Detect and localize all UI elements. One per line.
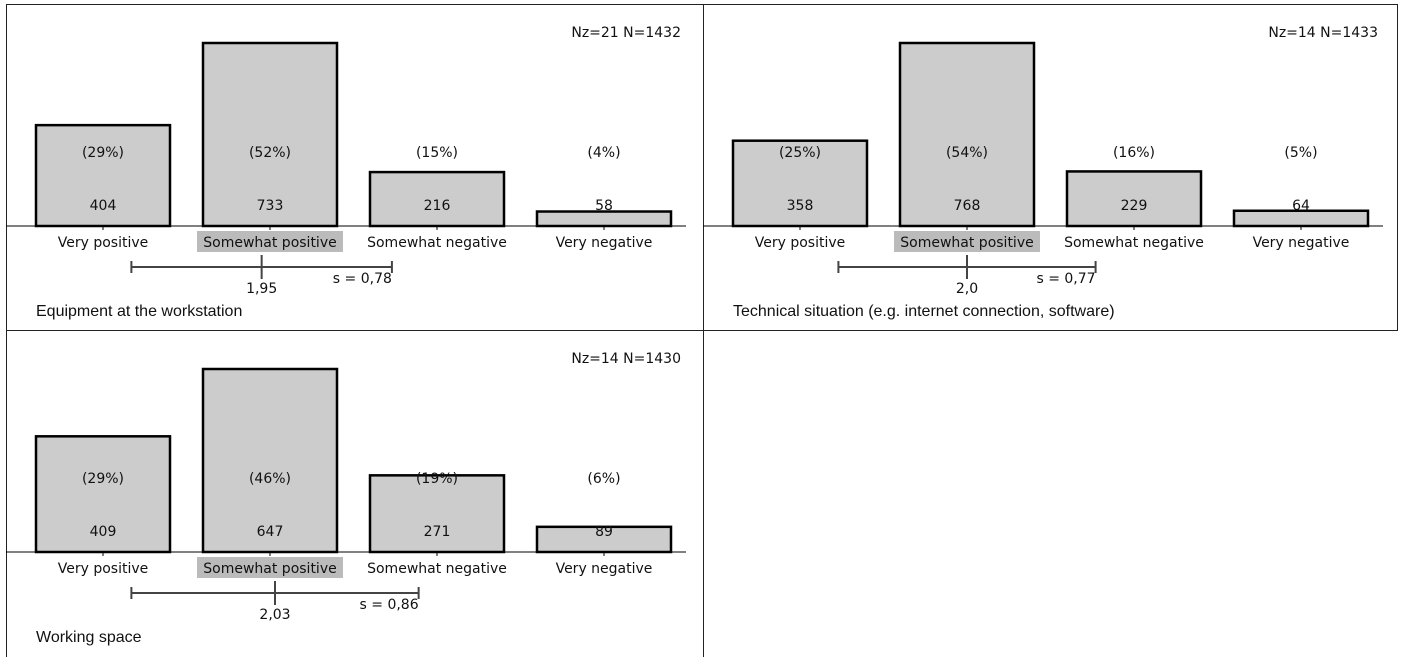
bar <box>898 41 1036 228</box>
percent-label: (52%) <box>249 145 291 161</box>
sample-count-label: Nz=21 N=1432 <box>571 25 681 41</box>
category-label: Somewhat positive <box>203 235 336 251</box>
grid-border-left <box>6 4 7 657</box>
percent-label: (54%) <box>946 145 988 161</box>
count-label: 271 <box>424 524 451 540</box>
bar <box>34 123 172 228</box>
percent-label: (4%) <box>587 145 620 161</box>
category-label: Somewhat positive <box>900 235 1033 251</box>
panel-title: Equipment at the workstation <box>36 303 243 320</box>
panel-title: Technical situation (e.g. internet conne… <box>733 303 1115 320</box>
chart-svg-working-space: (29%) 409 Very positive (46%) 647 Somewhat po… <box>6 351 686 623</box>
count-label: 404 <box>90 198 117 214</box>
bar <box>201 41 339 228</box>
grid-border-right <box>1397 4 1398 331</box>
category-label: Very positive <box>58 561 149 577</box>
mean-label: 1,95 <box>246 281 277 297</box>
category-label: Very negative <box>556 561 653 577</box>
count-label: 89 <box>595 524 613 540</box>
category-label: Very positive <box>58 235 149 251</box>
category-highlight <box>197 557 343 578</box>
percent-label: (25%) <box>779 145 821 161</box>
sample-count-label: Nz=14 N=1430 <box>571 351 681 367</box>
category-highlight <box>894 231 1040 252</box>
chart-panel-working-space: (29%) 409 Very positive (46%) 647 Somewhat po… <box>6 331 703 655</box>
percent-label: (29%) <box>82 471 124 487</box>
grid-border-top <box>6 4 1398 5</box>
count-label: 229 <box>1121 198 1148 214</box>
grid-border-center <box>703 4 704 657</box>
percent-label: (29%) <box>82 145 124 161</box>
count-label: 58 <box>595 198 613 214</box>
count-label: 358 <box>787 198 814 214</box>
mean-label: 2,0 <box>956 281 978 297</box>
chart-svg-equipment: (29%) 404 Very positive (52%) 733 Somewhat po… <box>6 25 686 297</box>
percent-label: (19%) <box>416 471 458 487</box>
bar <box>34 435 172 554</box>
bar <box>731 139 869 228</box>
percent-label: (16%) <box>1113 145 1155 161</box>
count-label: 733 <box>257 198 284 214</box>
bar <box>368 474 506 554</box>
count-label: 64 <box>1292 198 1310 214</box>
percent-label: (15%) <box>416 145 458 161</box>
count-label: 216 <box>424 198 451 214</box>
sd-label: s = 0,77 <box>1036 271 1095 287</box>
category-label: Very positive <box>755 235 846 251</box>
bar <box>368 170 506 228</box>
bar <box>1065 170 1203 228</box>
count-label: 647 <box>257 524 284 540</box>
percent-label: (46%) <box>249 471 291 487</box>
category-label: Somewhat negative <box>367 561 507 577</box>
category-highlight <box>197 231 343 252</box>
percent-label: (6%) <box>587 471 620 487</box>
category-label: Somewhat negative <box>1064 235 1204 251</box>
bar <box>535 525 673 554</box>
panel-title: Working space <box>36 629 142 646</box>
chart-svg-technical: (25%) 358 Very positive (54%) 768 Somewhat po… <box>703 25 1383 297</box>
sd-label: s = 0,78 <box>333 271 392 287</box>
bar <box>201 367 339 554</box>
sd-label: s = 0,86 <box>360 597 419 613</box>
chart-panel-technical: (25%) 358 Very positive (54%) 768 Somewhat po… <box>703 5 1400 329</box>
count-label: 409 <box>90 524 117 540</box>
chart-panel-equipment: (29%) 404 Very positive (52%) 733 Somewhat po… <box>6 5 703 329</box>
category-label: Somewhat negative <box>367 235 507 251</box>
grid-border-middle <box>6 330 1398 331</box>
category-label: Somewhat positive <box>203 561 336 577</box>
mean-label: 2,03 <box>259 607 290 623</box>
category-label: Very negative <box>556 235 653 251</box>
sample-count-label: Nz=14 N=1433 <box>1268 25 1378 41</box>
category-label: Very negative <box>1253 235 1350 251</box>
count-label: 768 <box>954 198 981 214</box>
percent-label: (5%) <box>1284 145 1317 161</box>
